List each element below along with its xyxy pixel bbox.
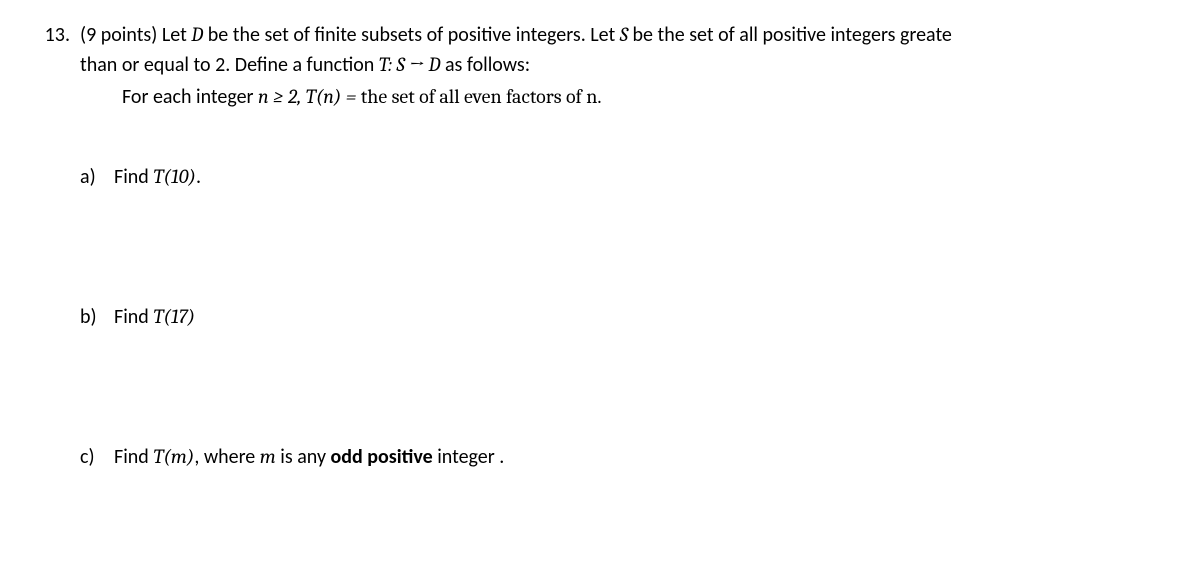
func-def: T: S → D [379, 53, 441, 76]
stem-line1: (9 points) Let D be the set of finite su… [80, 20, 1200, 50]
bold-text: odd positive [331, 445, 433, 469]
text: , where [194, 445, 259, 469]
part-a: a) Find T(10). [80, 162, 1200, 192]
part-label: a) [80, 162, 114, 192]
math: T(17) [153, 305, 195, 328]
var-s: S [620, 23, 628, 46]
text: Find [114, 165, 153, 189]
part-label: b) [80, 302, 114, 332]
problem-number: 13. [0, 20, 80, 472]
text: Find [114, 445, 153, 469]
text: be the set of all positive integers grea… [628, 23, 952, 47]
math: T(m) [153, 445, 194, 468]
part-label: c) [80, 442, 114, 472]
var-m: m [260, 445, 276, 468]
text: . [196, 165, 201, 189]
problem: 13. (9 points) Let D be the set of finit… [0, 20, 1200, 472]
stem-line3: For each integer n ≥ 2, T(n) = the set o… [80, 82, 1200, 112]
cond: n ≥ 2, T(n) = [258, 85, 361, 108]
problem-body: (9 points) Let D be the set of finite su… [80, 20, 1200, 472]
part-body: Find T(10). [114, 162, 1200, 192]
text: For each integer [122, 85, 258, 109]
part-c: c) Find T(m), where m is any odd positiv… [80, 442, 1200, 472]
text: as follows: [440, 53, 530, 77]
text: than or equal to 2. Define a function [80, 53, 379, 77]
math: T(10) [153, 165, 196, 188]
text: Find [114, 305, 153, 329]
part-body: Find T(17) [114, 302, 1200, 332]
text: the set of all even factors of n. [361, 85, 602, 108]
parts-list: a) Find T(10). b) Find T(17) c) Find T(m… [80, 162, 1200, 472]
text: be the set of finite subsets of positive… [203, 23, 619, 47]
var-d: D [191, 23, 203, 46]
text: Let [162, 23, 191, 47]
points-label: (9 points) [80, 23, 157, 47]
stem-line2: than or equal to 2. Define a function T:… [80, 50, 1200, 80]
part-body: Find T(m), where m is any odd positive i… [114, 442, 1200, 472]
part-b: b) Find T(17) [80, 302, 1200, 332]
text: integer . [433, 445, 505, 469]
text: is any [276, 445, 331, 469]
